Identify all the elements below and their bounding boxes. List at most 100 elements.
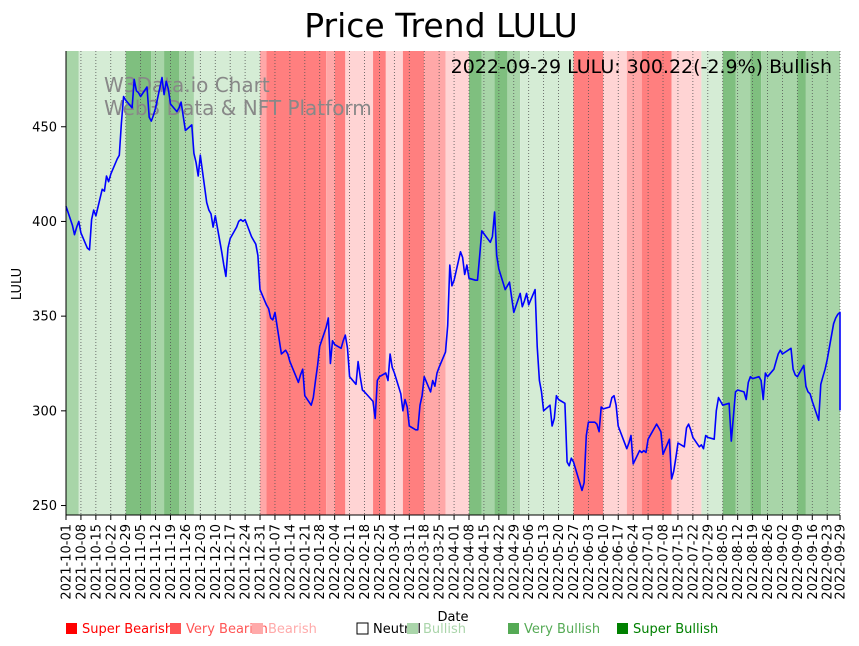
x-tick-label: 2021-12-03 bbox=[194, 524, 209, 600]
region-10 bbox=[334, 51, 346, 515]
chart-title: Price Trend LULU bbox=[304, 6, 578, 45]
x-tick-label: 2021-10-22 bbox=[104, 524, 119, 600]
x-tick-label: 2022-04-22 bbox=[492, 524, 507, 600]
x-tick-label: 2022-05-20 bbox=[552, 524, 567, 600]
x-tick-label: 2022-05-06 bbox=[522, 524, 537, 600]
x-tick-label: 2022-08-26 bbox=[761, 524, 776, 600]
y-tick-label: 450 bbox=[32, 120, 57, 135]
x-tick-label: 2022-06-17 bbox=[612, 524, 627, 600]
x-tick-label: 2022-08-12 bbox=[731, 524, 746, 600]
x-tick-label: 2022-07-22 bbox=[686, 524, 701, 600]
x-tick-label: 2021-12-24 bbox=[239, 524, 254, 600]
legend-swatch bbox=[617, 623, 628, 634]
legend-label: Bearish bbox=[268, 622, 317, 637]
legend-swatch bbox=[252, 623, 263, 634]
region-26 bbox=[671, 51, 702, 515]
x-tick-label: 2022-08-19 bbox=[746, 524, 761, 600]
region-0 bbox=[66, 51, 79, 515]
region-14 bbox=[402, 51, 425, 515]
x-tick-label: 2022-09-23 bbox=[821, 524, 836, 600]
x-tick-label: 2022-07-01 bbox=[642, 524, 657, 600]
x-tick-label: 2022-03-18 bbox=[418, 524, 433, 600]
x-tick-label: 2022-03-25 bbox=[433, 524, 448, 600]
x-tick-label: 2022-08-05 bbox=[716, 524, 731, 600]
x-tick-label: 2022-09-02 bbox=[776, 524, 791, 600]
watermark-line-2: Web3 Data & NFT Platform bbox=[104, 96, 372, 120]
x-tick-label: 2022-02-18 bbox=[358, 524, 373, 600]
region-30 bbox=[750, 51, 762, 515]
x-tick-label: 2021-10-15 bbox=[89, 524, 104, 600]
x-tick-label: 2021-10-01 bbox=[60, 524, 75, 600]
x-tick-label: 2021-12-31 bbox=[254, 524, 269, 600]
x-tick-label: 2022-05-27 bbox=[567, 524, 582, 600]
x-tick-label: 2021-12-17 bbox=[224, 524, 239, 600]
region-18 bbox=[481, 51, 495, 515]
x-tick-label: 2022-01-21 bbox=[298, 524, 313, 600]
x-tick-label: 2022-02-25 bbox=[373, 524, 388, 600]
x-ticks: 2021-10-01 2021-10-08 2021-10-15 2021-10-22… bbox=[60, 515, 849, 600]
x-tick-label: 2022-02-11 bbox=[343, 524, 358, 600]
x-tick-label: 2021-11-19 bbox=[164, 524, 179, 600]
region-21 bbox=[520, 51, 574, 515]
x-tick-label: 2022-06-10 bbox=[597, 524, 612, 600]
region-1 bbox=[78, 51, 126, 515]
x-tick-label: 2022-03-04 bbox=[388, 524, 403, 600]
x-tick-label: 2022-04-15 bbox=[477, 524, 492, 600]
legend-swatch bbox=[407, 623, 418, 634]
x-tick-label: 2021-10-08 bbox=[74, 524, 89, 600]
x-tick-label: 2022-06-03 bbox=[582, 524, 597, 600]
region-3 bbox=[151, 51, 165, 515]
legend-swatch bbox=[356, 622, 369, 635]
y-tick-label: 350 bbox=[32, 310, 57, 325]
y-tick-label: 400 bbox=[32, 215, 57, 230]
y-tick-label: 300 bbox=[32, 404, 57, 419]
x-tick-label: 2021-11-26 bbox=[179, 524, 194, 600]
region-28 bbox=[722, 51, 736, 515]
x-tick-label: 2022-01-14 bbox=[283, 524, 298, 600]
x-tick-label: 2022-04-08 bbox=[462, 524, 477, 600]
x-tick-label: 2022-07-15 bbox=[671, 524, 686, 600]
x-tick-label: 2022-06-24 bbox=[627, 524, 642, 600]
legend-label: Very Bullish bbox=[524, 622, 600, 637]
x-tick-label: 2022-09-16 bbox=[806, 524, 821, 600]
region-6 bbox=[193, 51, 261, 515]
legend-label: Super Bearish bbox=[82, 622, 173, 637]
region-27 bbox=[701, 51, 723, 515]
x-tick-label: 2022-05-13 bbox=[537, 524, 552, 600]
x-tick-label: 2021-10-29 bbox=[119, 524, 134, 600]
region-25 bbox=[641, 51, 672, 515]
x-tick-label: 2021-11-12 bbox=[149, 524, 164, 600]
watermark: W3Data.io Chart Web3 Data & NFT Platform bbox=[104, 73, 372, 120]
x-tick-label: 2022-09-09 bbox=[791, 524, 806, 600]
legend-label: Super Bullish bbox=[633, 622, 718, 637]
region-7 bbox=[260, 51, 267, 515]
region-32 bbox=[797, 51, 806, 515]
x-tick-label: 2022-04-01 bbox=[448, 524, 463, 600]
legend-swatch bbox=[66, 623, 77, 634]
region-9 bbox=[326, 51, 335, 515]
region-2 bbox=[125, 51, 152, 515]
region-33 bbox=[805, 51, 840, 515]
x-tick-label: 2022-01-28 bbox=[313, 524, 328, 600]
legend-swatch bbox=[170, 623, 181, 634]
x-tick-label: 2022-01-07 bbox=[268, 524, 283, 600]
watermark-line-1: W3Data.io Chart bbox=[104, 73, 270, 97]
region-23 bbox=[603, 51, 627, 515]
x-tick-label: 2022-09-29 bbox=[834, 524, 849, 600]
region-17 bbox=[468, 51, 482, 515]
x-tick-label: 2022-07-29 bbox=[701, 524, 716, 600]
region-24 bbox=[626, 51, 642, 515]
x-tick-label: 2022-02-04 bbox=[328, 524, 343, 600]
y-axis-label: LULU bbox=[10, 268, 25, 300]
legend-label: Very Bearish bbox=[186, 622, 268, 637]
legend-swatch bbox=[508, 623, 519, 634]
x-tick-label: 2022-07-08 bbox=[657, 524, 672, 600]
x-tick-label: 2021-12-10 bbox=[209, 524, 224, 600]
latest-annotation: 2022-09-29 LULU: 300.22(-2.9%) Bullish bbox=[451, 56, 832, 78]
x-tick-label: 2022-03-11 bbox=[403, 524, 418, 600]
x-tick-label: 2022-04-29 bbox=[507, 524, 522, 600]
region-5 bbox=[179, 51, 194, 515]
axes bbox=[65, 51, 840, 516]
region-4 bbox=[164, 51, 180, 515]
